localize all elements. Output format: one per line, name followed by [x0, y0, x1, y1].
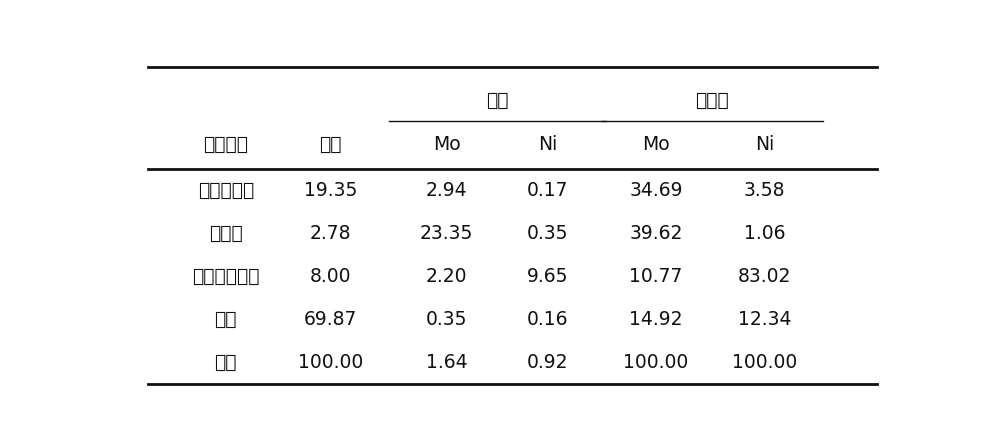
Text: 23.35: 23.35 — [420, 224, 473, 243]
Text: 0.16: 0.16 — [527, 310, 568, 329]
Text: 0.92: 0.92 — [527, 353, 568, 372]
Text: 1.64: 1.64 — [426, 353, 467, 372]
Text: Ni: Ni — [755, 135, 774, 154]
Text: 品位: 品位 — [486, 91, 508, 110]
Text: 产品名称: 产品名称 — [203, 135, 248, 154]
Text: 2.20: 2.20 — [426, 267, 467, 286]
Text: Ni: Ni — [538, 135, 557, 154]
Text: 原矿: 原矿 — [214, 353, 237, 372]
Text: 69.87: 69.87 — [304, 310, 357, 329]
Text: 34.69: 34.69 — [629, 181, 683, 200]
Text: 镍钼混合精矿: 镍钼混合精矿 — [192, 267, 260, 286]
Text: 9.65: 9.65 — [527, 267, 568, 286]
Text: 0.35: 0.35 — [527, 224, 568, 243]
Text: 8.00: 8.00 — [310, 267, 351, 286]
Text: 3.58: 3.58 — [744, 181, 785, 200]
Text: 12.34: 12.34 — [738, 310, 791, 329]
Text: 钼精矿: 钼精矿 — [209, 224, 243, 243]
Text: 10.77: 10.77 — [629, 267, 683, 286]
Text: 14.92: 14.92 — [629, 310, 683, 329]
Text: Mo: Mo — [642, 135, 670, 154]
Text: 100.00: 100.00 — [298, 353, 363, 372]
Text: 产率: 产率 — [319, 135, 342, 154]
Text: 100.00: 100.00 — [623, 353, 688, 372]
Text: 尾矿: 尾矿 — [214, 310, 237, 329]
Text: 39.62: 39.62 — [629, 224, 683, 243]
Text: 0.17: 0.17 — [527, 181, 568, 200]
Text: 19.35: 19.35 — [304, 181, 357, 200]
Text: 100.00: 100.00 — [732, 353, 797, 372]
Text: 1.06: 1.06 — [744, 224, 785, 243]
Text: 回收率: 回收率 — [695, 91, 729, 110]
Text: 含碳钼精矿: 含碳钼精矿 — [198, 181, 254, 200]
Text: Mo: Mo — [433, 135, 460, 154]
Text: 0.35: 0.35 — [426, 310, 467, 329]
Text: 2.94: 2.94 — [426, 181, 467, 200]
Text: 2.78: 2.78 — [310, 224, 351, 243]
Text: 83.02: 83.02 — [738, 267, 791, 286]
